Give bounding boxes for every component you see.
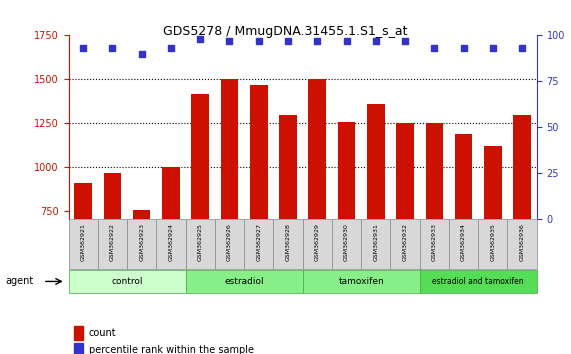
Point	[400, 38, 409, 44]
Bar	[513, 115, 531, 219]
Bar	[308, 79, 326, 219]
FancyBboxPatch shape	[332, 219, 361, 269]
Text: GSM362926: GSM362926	[227, 223, 232, 261]
Text: estradiol: estradiol	[224, 277, 264, 286]
Point	[196, 36, 205, 42]
Text: GSM362935: GSM362935	[490, 223, 496, 261]
Bar	[74, 183, 92, 219]
Text: GSM362929: GSM362929	[315, 223, 320, 262]
FancyBboxPatch shape	[274, 219, 303, 269]
FancyBboxPatch shape	[69, 270, 186, 292]
Text: GSM362921: GSM362921	[81, 223, 86, 261]
Text: GSM362923: GSM362923	[139, 223, 144, 262]
Point	[254, 38, 263, 44]
Text: count: count	[89, 328, 116, 338]
Point	[283, 38, 292, 44]
FancyBboxPatch shape	[420, 219, 449, 269]
Bar	[396, 123, 414, 219]
Text: tamoxifen: tamoxifen	[338, 277, 384, 286]
FancyBboxPatch shape	[361, 219, 391, 269]
Bar	[367, 104, 385, 219]
FancyBboxPatch shape	[69, 219, 98, 269]
Point	[79, 45, 88, 51]
Text: estradiol and tamoxifen: estradiol and tamoxifen	[432, 277, 524, 286]
Text: GDS5278 / MmugDNA.31455.1.S1_s_at: GDS5278 / MmugDNA.31455.1.S1_s_at	[163, 25, 408, 38]
Point	[342, 38, 351, 44]
Text: GSM362928: GSM362928	[286, 223, 291, 261]
Point	[517, 45, 526, 51]
Point	[225, 38, 234, 44]
Bar	[250, 85, 267, 219]
Text: GSM362930: GSM362930	[344, 223, 349, 261]
FancyBboxPatch shape	[303, 219, 332, 269]
Text: GSM362931: GSM362931	[373, 223, 379, 261]
Text: control: control	[111, 277, 143, 286]
Point	[488, 45, 497, 51]
Text: GSM362922: GSM362922	[110, 223, 115, 262]
Bar	[425, 123, 443, 219]
Bar	[191, 94, 209, 219]
Text: GSM362936: GSM362936	[520, 223, 525, 261]
FancyBboxPatch shape	[186, 219, 215, 269]
Point	[166, 45, 175, 51]
FancyBboxPatch shape	[186, 270, 303, 292]
FancyBboxPatch shape	[478, 219, 508, 269]
FancyBboxPatch shape	[303, 270, 420, 292]
FancyBboxPatch shape	[127, 219, 156, 269]
Bar	[220, 79, 238, 219]
Text: GSM362925: GSM362925	[198, 223, 203, 261]
Point	[430, 45, 439, 51]
Text: percentile rank within the sample: percentile rank within the sample	[89, 346, 254, 354]
Text: GSM362934: GSM362934	[461, 223, 466, 262]
Text: GSM362924: GSM362924	[168, 223, 174, 262]
Bar	[133, 210, 150, 219]
FancyBboxPatch shape	[156, 219, 186, 269]
Point	[108, 45, 117, 51]
Bar	[279, 115, 297, 219]
FancyBboxPatch shape	[391, 219, 420, 269]
Text: GSM362933: GSM362933	[432, 223, 437, 262]
Point	[371, 38, 380, 44]
Bar	[337, 122, 355, 219]
Bar	[455, 135, 472, 219]
Bar	[103, 173, 121, 219]
FancyBboxPatch shape	[215, 219, 244, 269]
FancyBboxPatch shape	[449, 219, 478, 269]
Text: GSM362927: GSM362927	[256, 223, 262, 262]
FancyBboxPatch shape	[508, 219, 537, 269]
Bar	[162, 167, 180, 219]
Point	[313, 38, 322, 44]
Text: GSM362932: GSM362932	[403, 223, 408, 262]
FancyBboxPatch shape	[98, 219, 127, 269]
Point	[459, 45, 468, 51]
FancyBboxPatch shape	[420, 270, 537, 292]
Text: agent: agent	[6, 276, 34, 286]
Point	[137, 51, 146, 57]
FancyBboxPatch shape	[244, 219, 274, 269]
Bar	[484, 146, 501, 219]
